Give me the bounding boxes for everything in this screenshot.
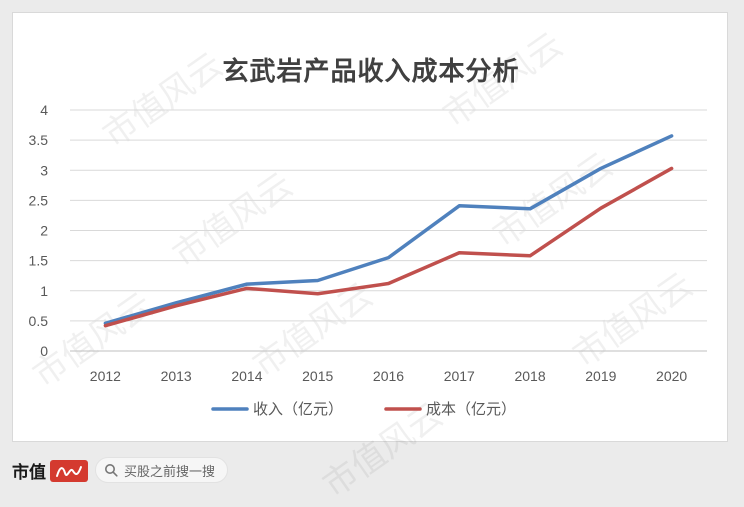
series-line-1 — [105, 136, 671, 323]
x-tick-label: 2017 — [444, 368, 475, 384]
y-tick-label: 1.5 — [29, 253, 49, 269]
y-tick-label: 2 — [40, 223, 48, 239]
x-tick-label: 2013 — [161, 368, 192, 384]
brand-logo: 市值 — [12, 458, 88, 483]
legend-label: 收入（亿元） — [253, 400, 343, 418]
search-box[interactable]: 买股之前搜一搜 — [95, 457, 228, 483]
legend-label: 成本（亿元） — [426, 400, 516, 418]
x-tick-label: 2014 — [231, 368, 262, 384]
brand-text: 市值 — [12, 458, 46, 483]
y-tick-label: 0.5 — [29, 313, 49, 329]
y-tick-label: 0 — [40, 343, 48, 359]
line-chart: 0 0.5 1 1.5 2 2.5 3 3.5 4 2012 2013 2014 2015 2016 201… — [13, 13, 729, 443]
x-tick-label: 2016 — [373, 368, 404, 384]
x-tick-label: 2018 — [514, 368, 545, 384]
seal-glyph — [54, 463, 84, 479]
search-text: 买股之前搜一搜 — [124, 461, 215, 480]
x-tick-label: 2020 — [656, 368, 687, 384]
y-tick-label: 2.5 — [29, 192, 49, 208]
x-tick-label: 2015 — [302, 368, 333, 384]
y-tick-label: 3.5 — [29, 132, 49, 148]
footer-bar: 市值 买股之前搜一搜 — [0, 452, 744, 495]
brand-seal-icon — [50, 460, 88, 482]
x-tick-label: 2012 — [90, 368, 121, 384]
search-icon — [104, 463, 118, 477]
series-line-2 — [105, 168, 671, 325]
y-tick-label: 1 — [40, 283, 48, 299]
x-tick-label: 2019 — [585, 368, 616, 384]
y-tick-label: 4 — [40, 102, 48, 118]
y-tick-label: 3 — [40, 162, 48, 178]
chart-card: 市值风云 市值风云 市值风云 市值风云 市值风云 市值风云 市值风云 市值风云 … — [12, 12, 728, 442]
